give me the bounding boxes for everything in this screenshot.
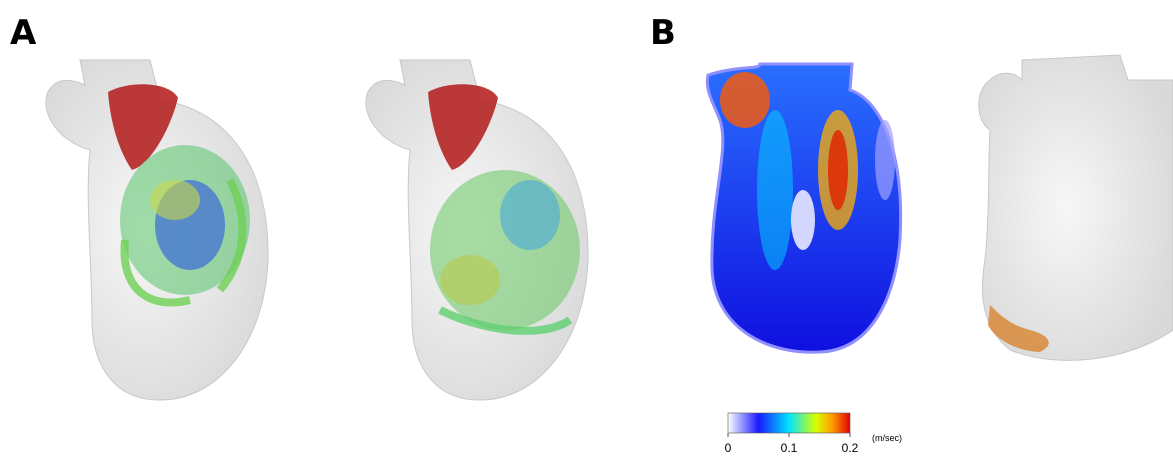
- colorbar-tick-label: 0.1: [781, 441, 798, 455]
- heart-render: [46, 60, 268, 400]
- figure: A B (m/sec) 0 0.1 0.2: [0, 0, 1173, 456]
- panel-label: A: [10, 13, 37, 53]
- colorbar-unit: (m/sec): [872, 433, 902, 443]
- colorbar: [728, 413, 850, 433]
- page: A B (m/sec) 00.10.2 (() => { const data …: [0, 0, 1173, 456]
- velocity-map: [707, 64, 900, 352]
- panel-label: B: [650, 13, 676, 53]
- colorbar-tick-label: 0: [725, 441, 732, 455]
- colorbar-tick-label: 0.2: [842, 441, 859, 455]
- heart-render: [366, 60, 588, 400]
- heart-render: [979, 55, 1173, 360]
